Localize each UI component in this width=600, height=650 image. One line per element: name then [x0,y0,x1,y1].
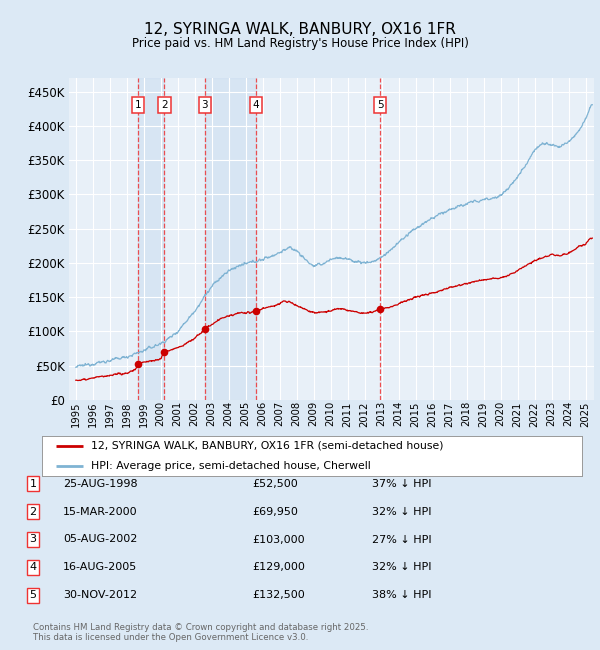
Text: HPI: Average price, semi-detached house, Cherwell: HPI: Average price, semi-detached house,… [91,461,370,471]
Text: 30-NOV-2012: 30-NOV-2012 [63,590,137,601]
Bar [205,78,256,400]
Text: 25-AUG-1998: 25-AUG-1998 [63,478,137,489]
Text: 12, SYRINGA WALK, BANBURY, OX16 1FR: 12, SYRINGA WALK, BANBURY, OX16 1FR [144,21,456,37]
Text: £52,500: £52,500 [252,478,298,489]
Text: 27% ↓ HPI: 27% ↓ HPI [372,534,431,545]
Text: 38% ↓ HPI: 38% ↓ HPI [372,590,431,601]
Text: 32% ↓ HPI: 32% ↓ HPI [372,506,431,517]
Text: £103,000: £103,000 [252,534,305,545]
Text: 15-MAR-2000: 15-MAR-2000 [63,506,137,517]
Bar [138,78,164,400]
Text: 1: 1 [29,478,37,489]
Text: 2: 2 [161,100,167,110]
Text: £132,500: £132,500 [252,590,305,601]
Text: 3: 3 [29,534,37,545]
Text: 5: 5 [377,100,383,110]
Text: 2: 2 [29,506,37,517]
Text: £69,950: £69,950 [252,506,298,517]
Text: £129,000: £129,000 [252,562,305,573]
Text: 37% ↓ HPI: 37% ↓ HPI [372,478,431,489]
Text: 16-AUG-2005: 16-AUG-2005 [63,562,137,573]
Text: 32% ↓ HPI: 32% ↓ HPI [372,562,431,573]
Text: Contains HM Land Registry data © Crown copyright and database right 2025.
This d: Contains HM Land Registry data © Crown c… [33,623,368,642]
Text: 4: 4 [29,562,37,573]
Text: 12, SYRINGA WALK, BANBURY, OX16 1FR (semi-detached house): 12, SYRINGA WALK, BANBURY, OX16 1FR (sem… [91,441,443,450]
Text: Price paid vs. HM Land Registry's House Price Index (HPI): Price paid vs. HM Land Registry's House … [131,37,469,50]
Text: 5: 5 [29,590,37,601]
Text: 1: 1 [134,100,141,110]
Text: 4: 4 [253,100,260,110]
Text: 05-AUG-2002: 05-AUG-2002 [63,534,137,545]
Text: 3: 3 [202,100,208,110]
